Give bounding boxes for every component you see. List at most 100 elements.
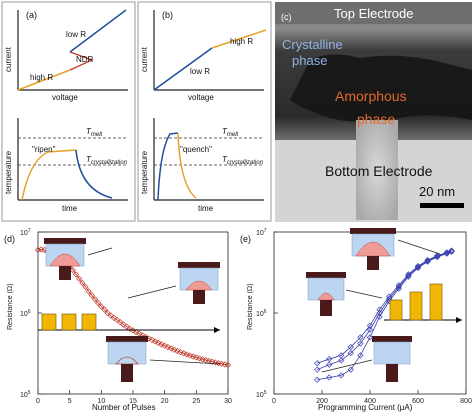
panel-b-tmelt-t: T xyxy=(222,127,228,136)
data-point xyxy=(357,334,364,341)
data-point xyxy=(414,263,422,271)
x-tick-label: 10 xyxy=(97,398,105,405)
panel-e-cell-mid xyxy=(306,272,346,316)
cell-heater xyxy=(367,256,379,270)
data-point xyxy=(443,249,450,256)
data-point xyxy=(98,303,105,310)
cell-heater xyxy=(193,290,205,304)
data-point xyxy=(395,282,402,289)
data-point xyxy=(190,353,197,360)
panel-c-label: (c) xyxy=(281,12,292,22)
panel-a-tmelt-label: Tmelt xyxy=(86,127,103,138)
scale-bar xyxy=(420,203,464,208)
data-point xyxy=(405,272,412,279)
x-tick-label: 0 xyxy=(272,398,276,405)
cell-amorphous-dome xyxy=(49,253,81,267)
data-point xyxy=(196,355,203,362)
x-tick-label: 30 xyxy=(224,398,232,405)
panel-d-arrow xyxy=(127,285,177,299)
data-point xyxy=(161,342,168,349)
panel-b-tcryst-label: Tcrystallization xyxy=(222,155,264,166)
panel-a-high-r-line xyxy=(17,69,71,91)
cell-amorphous-dome xyxy=(317,292,335,301)
data-point xyxy=(338,372,345,379)
x-tick-label: 25 xyxy=(192,398,200,405)
data-point xyxy=(386,295,393,302)
data-point xyxy=(88,292,95,299)
data-point xyxy=(107,312,114,319)
data-point xyxy=(148,336,156,344)
amorphous-label-2: phase xyxy=(357,111,395,127)
panel-a-ndr-label: NDR xyxy=(76,55,94,64)
panel-a-ripen-note: "ripen" xyxy=(32,145,56,154)
data-point xyxy=(158,341,165,348)
x-tick-label: 20 xyxy=(161,398,169,405)
data-point xyxy=(366,326,374,333)
data-point xyxy=(114,316,121,324)
data-point xyxy=(117,319,124,326)
tem-top-band xyxy=(275,2,472,24)
panel-a-tmelt-sub: melt xyxy=(91,132,103,138)
series-line xyxy=(317,250,452,364)
data-point xyxy=(326,374,333,381)
panel-b-tmelt-label: Tmelt xyxy=(222,127,239,138)
x-tick-label: 400 xyxy=(364,398,376,405)
panel-a-iv-ylabel: current xyxy=(4,46,13,72)
data-point xyxy=(347,366,354,373)
cell-heater xyxy=(386,364,398,382)
panel-d-arrow xyxy=(87,247,113,256)
data-point xyxy=(123,323,130,330)
panel-b-low-r-label: low R xyxy=(190,67,210,76)
panel-b-heat-curve xyxy=(157,132,179,201)
data-point xyxy=(326,361,333,368)
panel-b-quench-note: "quench" xyxy=(180,145,212,154)
data-point xyxy=(155,339,162,346)
panel-d-xlabel: Number of Pulses xyxy=(92,403,156,412)
top-electrode-label: Top Electrode xyxy=(334,6,414,21)
panel-a-temp-xlabel: time xyxy=(62,204,78,213)
panel-e-arrow xyxy=(345,289,383,299)
panel-d-label: (d) xyxy=(4,234,15,244)
panel-e-cell-low xyxy=(372,336,412,382)
data-point xyxy=(183,351,190,358)
data-point xyxy=(376,306,383,313)
data-point xyxy=(177,349,184,356)
x-tick-label: 0 xyxy=(36,398,40,405)
panel-a-low-r-label: low R xyxy=(66,30,86,39)
data-point xyxy=(180,350,187,357)
data-point xyxy=(104,309,111,317)
cell-top-electrode xyxy=(306,272,346,278)
data-point xyxy=(186,352,194,359)
crystalline-label-1: Crystalline xyxy=(282,37,343,52)
cell-top-electrode xyxy=(372,336,412,342)
data-point xyxy=(326,355,333,363)
data-point xyxy=(34,246,42,254)
panel-a: (a) current voltage low R NDR high R tem… xyxy=(1,1,136,222)
panel-a-tmelt-t: T xyxy=(86,127,92,136)
tem-heater-plug xyxy=(356,120,398,220)
y-tick-label: 107 xyxy=(20,228,31,237)
data-point xyxy=(82,283,89,290)
panel-b-tcryst-sub: crystallization xyxy=(227,160,264,166)
panel-e-pulse-bar xyxy=(409,291,423,321)
data-point xyxy=(357,340,364,347)
data-point xyxy=(424,257,431,264)
panel-e-pulse-bar xyxy=(389,299,403,321)
data-point xyxy=(434,253,441,260)
panel-d-pulse-bars xyxy=(38,313,220,333)
y-tick-label: 107 xyxy=(256,228,267,237)
data-point xyxy=(338,357,345,364)
panel-d-pulse-bar xyxy=(81,313,97,331)
data-point xyxy=(424,256,431,264)
data-point xyxy=(347,343,354,351)
panel-e-arrow xyxy=(321,359,373,373)
panel-b-label: (b) xyxy=(162,10,173,20)
data-point xyxy=(164,343,171,351)
data-point xyxy=(126,325,133,332)
cell-heater xyxy=(121,364,133,382)
y-tick-label: 105 xyxy=(256,390,267,399)
panel-b-tcryst-t: T xyxy=(222,155,228,164)
data-point xyxy=(434,252,441,259)
panel-a-tcryst-sub: crystallization xyxy=(91,160,128,166)
